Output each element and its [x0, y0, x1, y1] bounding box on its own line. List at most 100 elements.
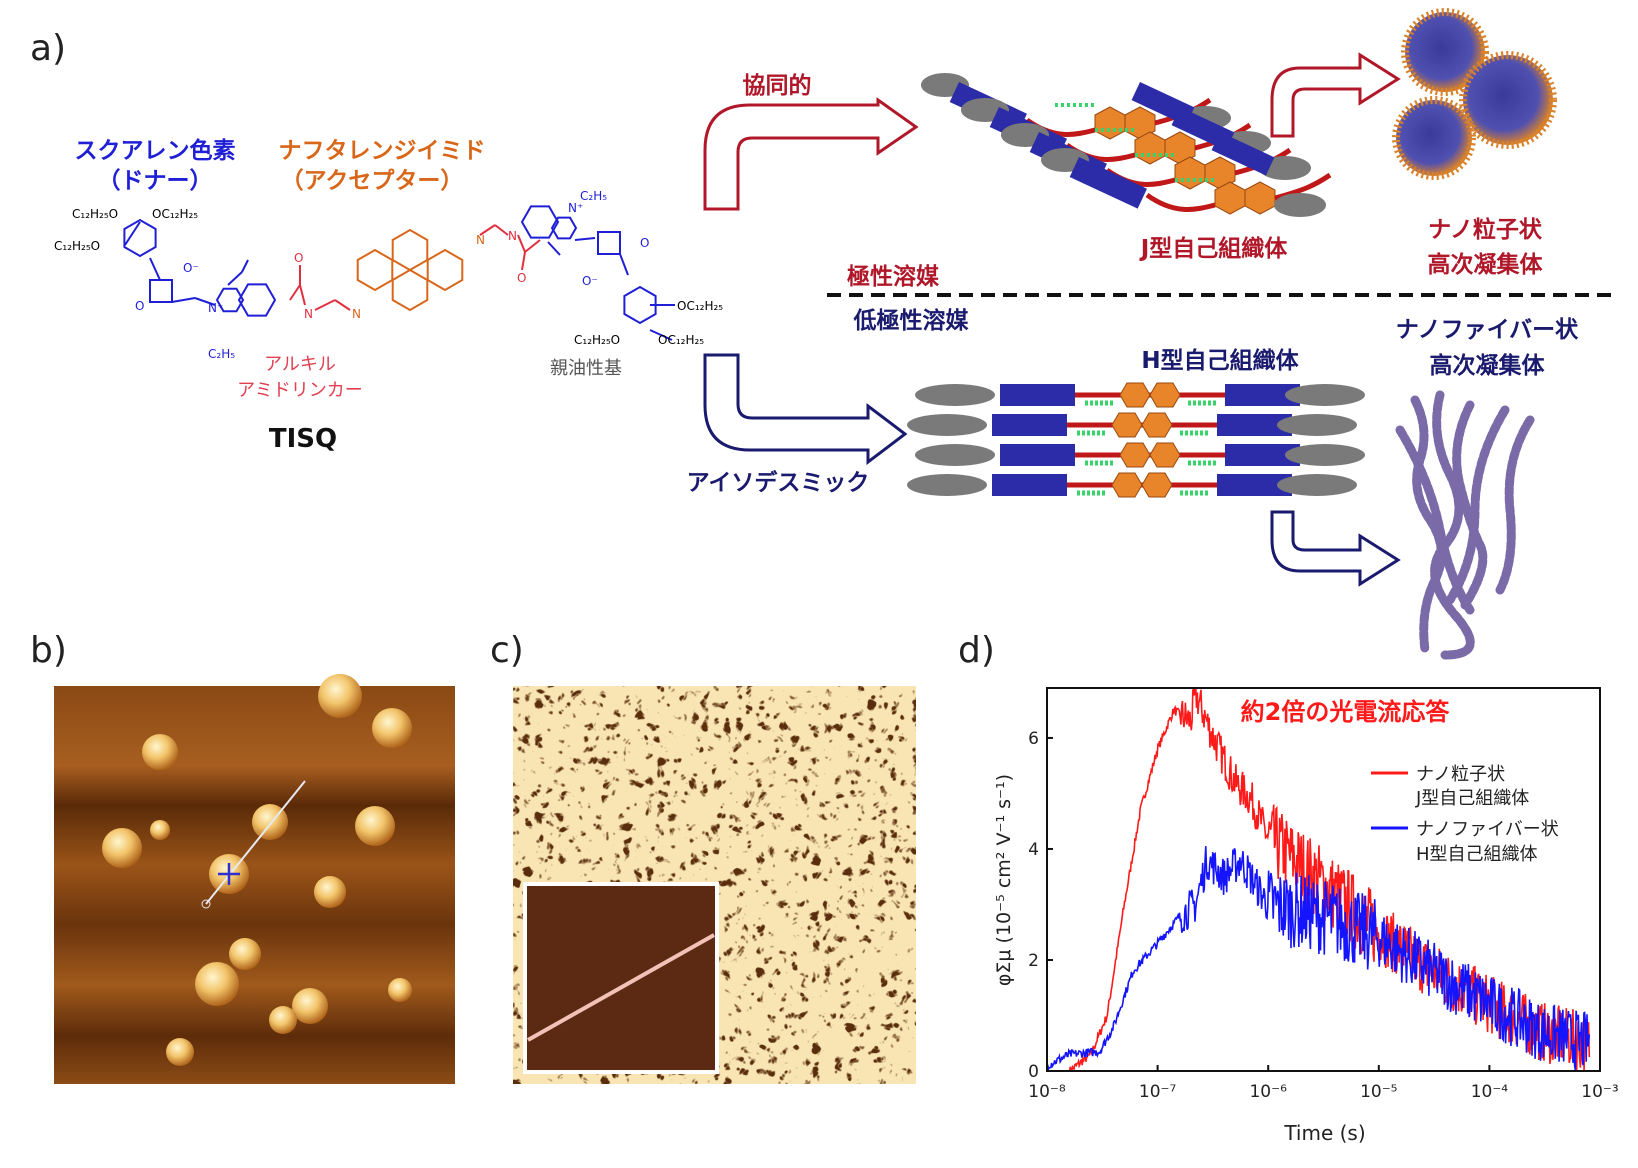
tisq-structure [123, 205, 675, 341]
x-tick-label: 10⁻⁶ [1249, 1082, 1287, 1102]
nanoparticle-blob [142, 734, 178, 770]
donor-sub-label: （ドナー） [98, 167, 213, 194]
acceptor-label: ナフタレンジイミド [279, 138, 486, 164]
h-to-nanofiber-arrow [1270, 510, 1401, 587]
y-tick-label: 6 [1028, 729, 1039, 749]
lipophilic-disc [915, 444, 995, 466]
nanoparticle-blob [318, 674, 362, 718]
j-to-nanoparticle-arrow [1270, 52, 1401, 138]
lipophilic-label: 親油性基 [550, 358, 622, 379]
lipophilic-disc [1277, 474, 1357, 496]
ndi-core [1119, 382, 1151, 408]
plot-frame [1046, 687, 1601, 1072]
lipophilic-disc [1277, 414, 1357, 436]
atom-label: O [640, 236, 649, 250]
ring [426, 248, 464, 292]
linker-label-2: アミドリンカー [237, 380, 363, 401]
atom-label: C₂H₅ [580, 189, 607, 203]
nanoparticle-aggregate-illustration [1392, 8, 1557, 180]
atom-label: O⁻ [183, 261, 199, 275]
panel-label-b: b) [30, 630, 67, 671]
y-tick-label: 4 [1028, 840, 1039, 860]
nanoparticle-blob [269, 1006, 297, 1034]
ring [520, 205, 560, 239]
donor-block [1225, 444, 1300, 466]
y-tick-label: 2 [1028, 951, 1039, 971]
isodesmic-arrow [703, 353, 908, 466]
ndi-core [1141, 472, 1173, 498]
atom-label: OC₁₂H₂₅ [152, 207, 198, 221]
profile-line [205, 780, 306, 905]
nonpolar-solvent-label: 低極性溶媒 [853, 307, 970, 334]
ring [391, 228, 429, 272]
lipophilic-disc [907, 414, 987, 436]
h-aggregate-unit [915, 382, 1365, 408]
nanofiber-label-1: ナノファイバー状 [1396, 316, 1579, 343]
acceptor-sub-label: （アクセプター） [281, 167, 464, 194]
j-aggregate-label: J型自己組織体 [1139, 235, 1289, 262]
donor-label: スクアレン色素 [75, 137, 236, 164]
donor-block [1217, 414, 1292, 436]
nanoparticle-blob [372, 708, 412, 748]
ndi-core [1149, 382, 1181, 408]
donor-block [1225, 384, 1300, 406]
afm-image-nanoparticles [54, 674, 455, 1084]
x-tick-label: 10⁻⁸ [1028, 1082, 1066, 1102]
cooperative-arrow [703, 97, 919, 211]
atom-label: N [352, 307, 361, 321]
nanoparticle-blob [102, 828, 142, 868]
legend-label: ナノファイバー状 [1416, 819, 1559, 840]
ndi-core [1111, 412, 1143, 438]
atom-label: N⁺ [208, 301, 223, 315]
atom-label: O [294, 251, 303, 265]
ndi-core [1149, 442, 1181, 468]
atom-label: C₁₂H₂₅O [54, 239, 100, 253]
atom-label: O⁻ [582, 274, 598, 288]
donor-block [992, 414, 1067, 436]
atom-label: N⁺ [568, 201, 583, 215]
panel-label-c: c) [490, 630, 524, 671]
single-fiber [527, 933, 715, 1042]
ring [550, 216, 578, 240]
crosshair-marker [218, 863, 240, 885]
x-tick-label: 10⁻³ [1581, 1082, 1618, 1102]
nanoparticle-blob [166, 1038, 194, 1066]
isodesmic-label: アイソデスミック [687, 469, 870, 496]
y-tick-label: 0 [1028, 1062, 1039, 1082]
lipophilic-disc [915, 384, 995, 406]
atom-label: N [304, 307, 313, 321]
ring [237, 283, 277, 317]
linker-label-1: アルキル [264, 354, 336, 375]
ring [391, 268, 429, 312]
panel-label-a: a) [30, 28, 66, 69]
atom-label: N [508, 229, 517, 243]
atom-labels: C₁₂H₂₅O OC₁₂H₂₅ C₁₂H₂₅O O⁻ O N⁺ C₂H₅ O N… [54, 189, 723, 361]
series-line-h-aggregate [1046, 846, 1591, 1072]
h-aggregate-unit [915, 442, 1365, 468]
lipophilic-disc [907, 474, 987, 496]
nanofiber-label-2: 高次凝集体 [1430, 352, 1546, 379]
y-axis-label: φΣμ (10⁻⁵ cm² V⁻¹ s⁻¹) [993, 774, 1015, 986]
legend-label: ナノ粒子状 [1416, 764, 1505, 785]
atom-label: O [135, 299, 144, 313]
ring [215, 287, 245, 313]
x-tick-label: 10⁻⁴ [1471, 1082, 1509, 1102]
polar-solvent-label: 極性溶媒 [847, 263, 940, 290]
nanoparticle-label-1: ナノ粒子状 [1428, 216, 1543, 243]
nanoparticle-blob [150, 820, 170, 840]
atom-label: OC₁₂H₂₅ [658, 333, 704, 347]
molecule-name: TISQ [269, 424, 337, 454]
ring [623, 285, 657, 325]
nanoparticle-blob [388, 978, 412, 1002]
chart-annotation: 約2倍の光電流応答 [1241, 698, 1451, 726]
atom-label: O [517, 271, 526, 285]
ndi-core [1111, 472, 1143, 498]
inset-image [523, 882, 719, 1074]
h-aggregate-unit [907, 472, 1357, 498]
cooperative-label: 協同的 [743, 72, 812, 99]
nanoparticle-blob [195, 962, 239, 1006]
donor-block [1217, 474, 1292, 496]
atom-label: C₁₂H₂₅O [574, 333, 620, 347]
